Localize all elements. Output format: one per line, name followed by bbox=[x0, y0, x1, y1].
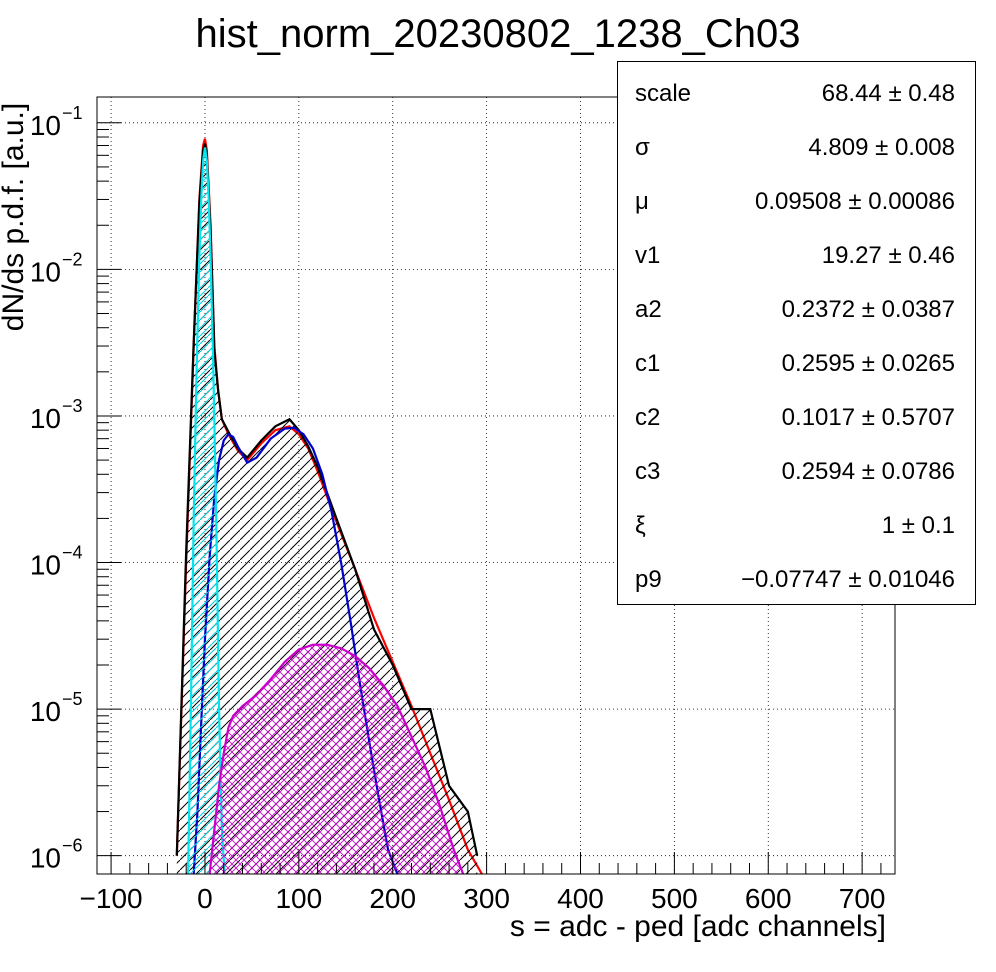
stat-name: c3 bbox=[635, 458, 661, 485]
y-tick-label: 10 bbox=[30, 403, 61, 434]
series-fill bbox=[209, 644, 464, 874]
stat-row: σ 4.809 ± 0.008 bbox=[618, 120, 975, 174]
stat-row: c1 0.2595 ± 0.0265 bbox=[618, 336, 975, 390]
stat-row: ξ 1 ± 0.1 bbox=[618, 498, 975, 552]
x-tick-label: 100 bbox=[275, 883, 322, 914]
stat-name: scale bbox=[635, 80, 692, 107]
stat-row: p9 −0.07747 ± 0.01046 bbox=[618, 552, 975, 606]
y-tick-label: 10 bbox=[30, 256, 61, 287]
stat-value: 0.09508 ± 0.00086 bbox=[754, 188, 955, 215]
axes: −100 0 100 200 300 400 500 600 70010−110−210−310… bbox=[30, 103, 886, 914]
x-tick-label: 200 bbox=[369, 883, 416, 914]
stat-name: c2 bbox=[635, 404, 661, 431]
x-axis-label: s = adc - ped [adc channels] bbox=[509, 910, 886, 943]
y-tick-label: 10 bbox=[30, 550, 61, 581]
chart-title: hist_norm_20230802_1238_Ch03 bbox=[195, 12, 801, 56]
stat-row: μ 0.09508 ± 0.00086 bbox=[618, 174, 975, 228]
y-tick-exponent: −4 bbox=[62, 543, 83, 563]
stat-value: 0.2594 ± 0.0786 bbox=[781, 458, 955, 485]
x-tick-label: 600 bbox=[745, 883, 792, 914]
series-line bbox=[175, 143, 479, 856]
y-tick-exponent: −1 bbox=[62, 103, 83, 123]
y-tick-exponent: −3 bbox=[62, 396, 83, 416]
stat-name: c1 bbox=[635, 350, 661, 377]
y-tick-exponent: −2 bbox=[62, 249, 83, 269]
stat-value: 0.2595 ± 0.0265 bbox=[781, 350, 955, 377]
stat-name: p9 bbox=[635, 566, 662, 593]
stat-name: σ bbox=[635, 134, 650, 161]
stat-value: 0.2372 ± 0.0387 bbox=[781, 296, 955, 323]
stat-name: ξ bbox=[635, 512, 646, 539]
y-tick-label: 10 bbox=[30, 110, 61, 141]
y-tick-label: 10 bbox=[30, 696, 61, 727]
stats-box: scale 68.44 ± 0.48 σ 4.809 ± 0.008 μ 0.0950… bbox=[617, 61, 976, 605]
stat-name: μ bbox=[635, 188, 649, 215]
stat-value: 1 ± 0.1 bbox=[881, 512, 955, 539]
stat-row: scale 68.44 ± 0.48 bbox=[618, 66, 975, 120]
stat-row: c3 0.2594 ± 0.0786 bbox=[618, 444, 975, 498]
series-layer bbox=[175, 138, 483, 874]
stat-value: 19.27 ± 0.46 bbox=[821, 242, 955, 269]
stat-value: −0.07747 ± 0.01046 bbox=[740, 566, 955, 593]
stat-row: a2 0.2372 ± 0.0387 bbox=[618, 282, 975, 336]
stat-value: 68.44 ± 0.48 bbox=[821, 80, 955, 107]
x-tick-label: 300 bbox=[463, 883, 510, 914]
stat-row: v1 19.27 ± 0.46 bbox=[618, 228, 975, 282]
series-line bbox=[186, 147, 226, 874]
stat-row: c2 0.1017 ± 0.5707 bbox=[618, 390, 975, 444]
stat-name: a2 bbox=[635, 296, 662, 323]
stat-value: 0.1017 ± 0.5707 bbox=[781, 404, 955, 431]
x-tick-label: 0 bbox=[197, 883, 213, 914]
series-fill bbox=[188, 147, 225, 874]
y-axis-label: dN/ds p.d.f. [a.u.] bbox=[0, 102, 30, 332]
x-tick-label: −100 bbox=[80, 883, 143, 914]
stat-value: 4.809 ± 0.008 bbox=[808, 134, 955, 161]
x-tick-label: 700 bbox=[839, 883, 886, 914]
y-tick-exponent: −5 bbox=[62, 689, 83, 709]
series-line bbox=[208, 643, 465, 874]
stat-name: v1 bbox=[635, 242, 661, 269]
x-tick-label: 400 bbox=[557, 883, 604, 914]
x-tick-label: 500 bbox=[651, 883, 698, 914]
y-tick-exponent: −6 bbox=[62, 836, 83, 856]
series-fill bbox=[176, 143, 478, 874]
y-tick-label: 10 bbox=[30, 843, 61, 874]
